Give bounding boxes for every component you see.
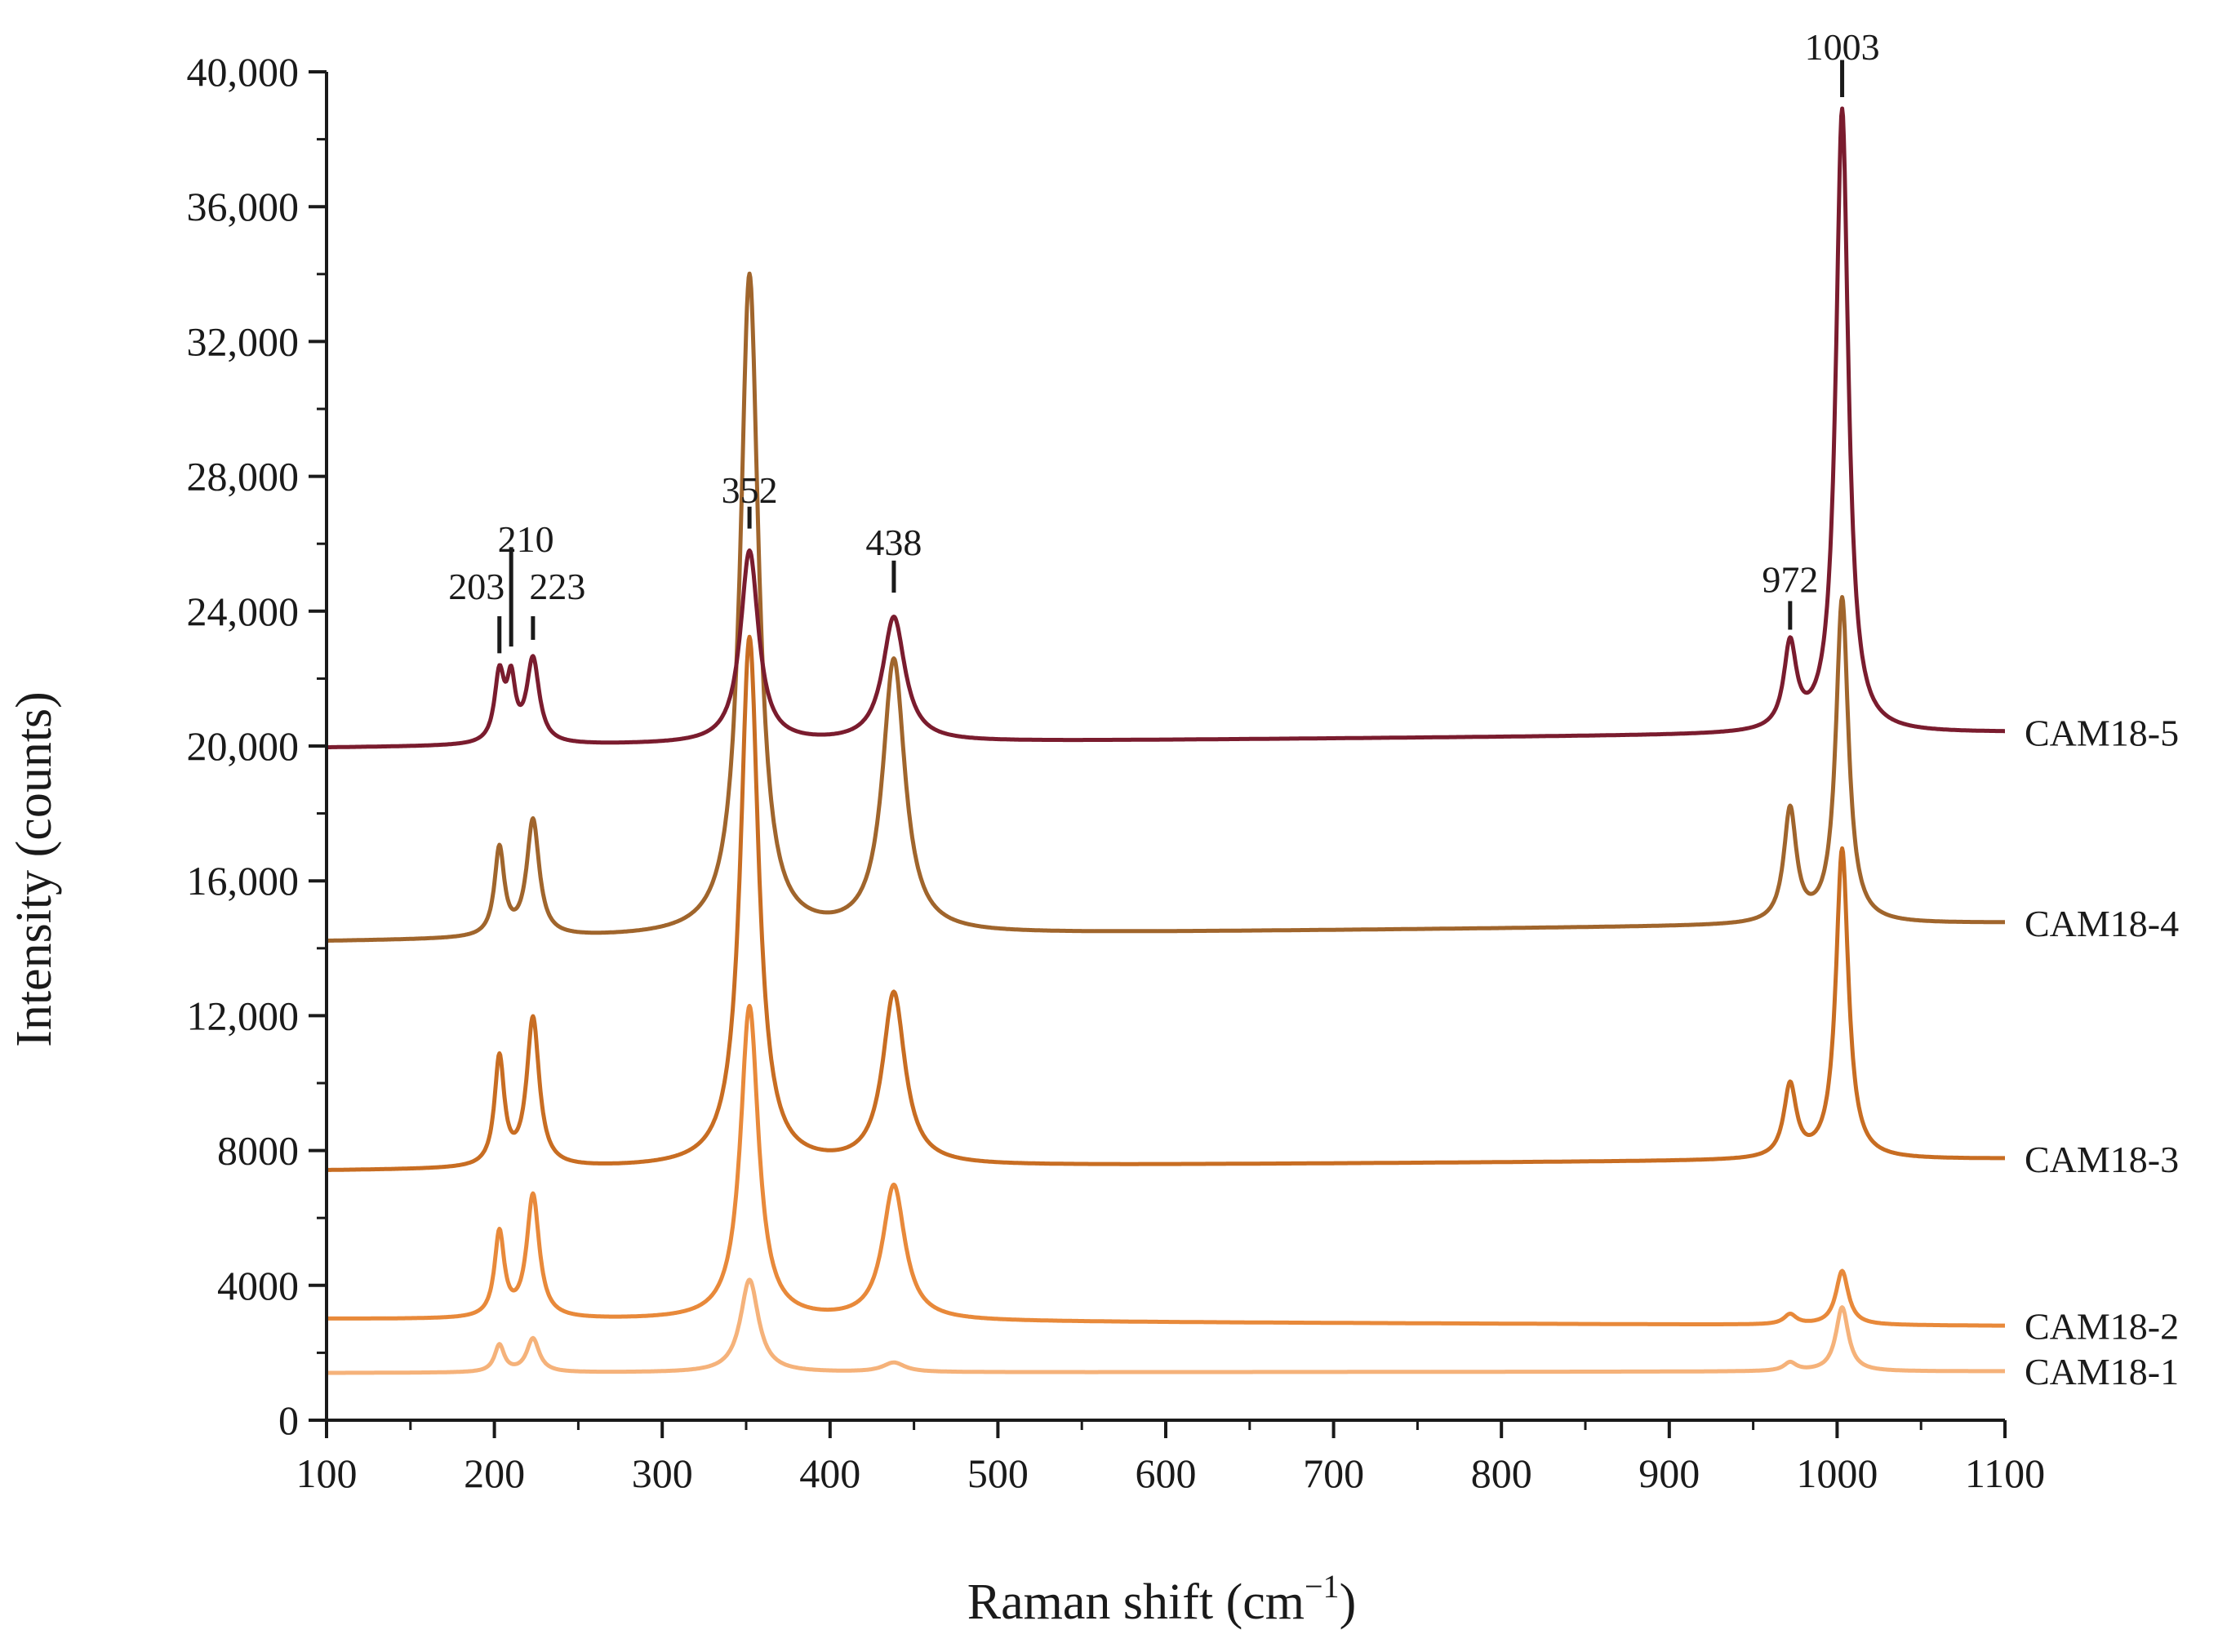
x-axis-ticks: 100 200 300 400 500 600 700 800 900 1000 1100: [296, 1420, 2045, 1496]
y-tick-label: 4000: [217, 1263, 299, 1308]
y-tick-label: 20,000: [187, 723, 300, 769]
x-tick-label: 800: [1471, 1450, 1532, 1496]
x-axis-title-exponent: −1: [1305, 1568, 1340, 1605]
series-label: CAM18-3: [2025, 1139, 2179, 1180]
spectrum-line-cam18-3: [325, 634, 2007, 1172]
x-tick-label: 500: [967, 1450, 1029, 1496]
y-tick-label: 28,000: [187, 454, 300, 500]
y-tick-label: 16,000: [187, 858, 300, 904]
peak-label-203: 203: [448, 566, 505, 607]
x-axis-title-suffix: ): [1340, 1574, 1357, 1630]
x-tick-label: 700: [1303, 1450, 1364, 1496]
y-tick-label: 32,000: [187, 318, 300, 364]
x-tick-label: 200: [464, 1450, 525, 1496]
spectrum-line-cam18-1: [325, 1277, 2007, 1375]
x-tick-label: 900: [1638, 1450, 1700, 1496]
peak-annotations: 203 210 223 352 438 972 1003: [448, 26, 1880, 654]
y-axis-title: Intensity (counts): [7, 691, 62, 1047]
series-label: CAM18-2: [2025, 1305, 2179, 1347]
y-axis-ticks: 0 4000 8000 12,000 16,000 20,000 24,000 28,000 3…: [187, 49, 327, 1443]
axes: 0 4000 8000 12,000 16,000 20,000 24,000 28,000 3…: [187, 49, 2046, 1496]
x-axis-title: Raman shift (cm−1): [967, 1568, 1356, 1630]
peak-label-438: 438: [865, 522, 922, 563]
spectrum-line-cam18-4: [325, 271, 2007, 943]
peak-label-352: 352: [722, 469, 778, 511]
spectrum-line-cam18-2: [325, 1003, 2007, 1328]
peak-label-210: 210: [498, 518, 554, 560]
series-label: CAM18-5: [2025, 712, 2179, 753]
y-tick-label: 8000: [217, 1128, 299, 1174]
x-tick-label: 100: [296, 1450, 358, 1496]
x-tick-label: 300: [632, 1450, 693, 1496]
peak-label-972: 972: [1762, 559, 1818, 601]
y-tick-label: 36,000: [187, 184, 300, 229]
y-tick-label: 40,000: [187, 49, 300, 95]
plot-area: [325, 106, 2007, 1375]
peak-label-1003: 1003: [1805, 26, 1880, 68]
spectrum-line-cam18-5: [325, 106, 2007, 749]
y-tick-label: 0: [278, 1397, 299, 1443]
y-tick-label: 12,000: [187, 993, 300, 1038]
x-tick-label: 1000: [1796, 1450, 1878, 1496]
x-tick-label: 600: [1136, 1450, 1197, 1496]
y-tick-label: 24,000: [187, 588, 300, 634]
series-label: CAM18-4: [2025, 903, 2179, 944]
x-tick-label: 1100: [1965, 1450, 2045, 1496]
x-axis-title-text: Raman shift (cm: [967, 1574, 1305, 1630]
peak-label-223: 223: [529, 566, 585, 607]
x-tick-label: 400: [799, 1450, 860, 1496]
series-label: CAM18-1: [2025, 1351, 2179, 1392]
